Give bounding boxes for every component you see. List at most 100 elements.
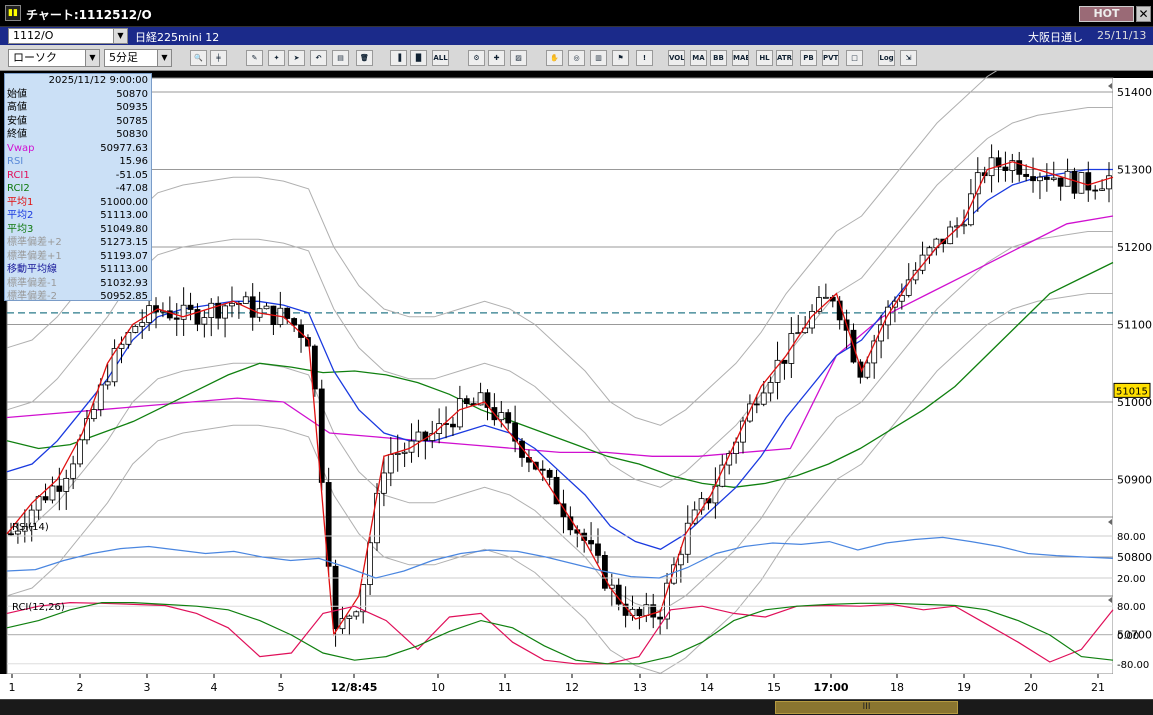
candle-body: [42, 496, 49, 501]
series-ma1-line: [6, 161, 1114, 637]
undo-icon[interactable]: ↶: [310, 50, 327, 66]
pvt-icon[interactable]: PVT: [822, 50, 839, 66]
time-axis-label: 20: [1024, 681, 1038, 694]
export-icon[interactable]: ⇲: [900, 50, 917, 66]
palette-icon[interactable]: ▨: [510, 50, 527, 66]
hand-icon[interactable]: ✋: [546, 50, 563, 66]
search-chart-icon[interactable]: ◎: [568, 50, 585, 66]
trash-icon[interactable]: 🗑: [356, 50, 373, 66]
ohlc-label: 標準偏差-1: [7, 277, 57, 289]
candle-body: [484, 392, 491, 408]
candle-body: [97, 384, 104, 410]
ohlc-value: 50830: [116, 129, 148, 140]
band-upper-1: [6, 107, 1113, 488]
candle-body: [367, 542, 373, 585]
flag-icon[interactable]: ⚑: [612, 50, 629, 66]
candle-body: [1016, 160, 1023, 175]
notes-icon[interactable]: ▤: [332, 50, 349, 66]
square-icon[interactable]: □: [846, 50, 863, 66]
chart-type-select[interactable]: ローソク ▼: [8, 49, 100, 67]
ohlc-value: 50870: [116, 88, 148, 100]
candle-body: [512, 422, 519, 442]
series-rci2-line: [6, 601, 1114, 665]
bb-icon[interactable]: BB: [710, 50, 727, 66]
candle-body: [781, 359, 788, 364]
zoom-icon[interactable]: 🔍: [190, 50, 207, 66]
candle-body: [1092, 189, 1099, 192]
ohlc-label: 標準偏差+2: [7, 237, 62, 248]
candle-body: [56, 485, 63, 492]
close-button[interactable]: ✕: [1136, 6, 1151, 22]
candle-body: [166, 310, 173, 319]
vol-icon[interactable]: VOL: [668, 50, 685, 66]
time-scrollbar[interactable]: III: [0, 699, 1153, 715]
time-axis-label: 11: [498, 681, 512, 694]
atr-icon[interactable]: ATR: [776, 50, 793, 66]
symbol-code-select[interactable]: 1112/O ▼: [8, 28, 128, 44]
interval-select[interactable]: 5分足 ▼: [104, 49, 172, 67]
app-chart-icon: ▮▮: [5, 5, 21, 21]
scroll-thumb[interactable]: III: [775, 701, 958, 714]
ohlc-value: 50952.85: [100, 291, 148, 302]
ohlc-value: 51049.80: [100, 223, 148, 235]
wrench-icon[interactable]: ✚: [488, 50, 505, 66]
time-axis-label: 3: [144, 681, 151, 694]
chart-area[interactable]: 51400 51300 51200 51100 51000 50900 50800 50700…: [0, 71, 1153, 699]
ohlc-label: 標準偏差-2: [7, 291, 57, 302]
time-axis-label: 17:00: [813, 681, 848, 694]
candle-body: [229, 302, 235, 307]
candle-body: [1030, 176, 1036, 182]
candle-body: [8, 533, 14, 536]
hl-icon[interactable]: HL: [756, 50, 773, 66]
candle-body: [816, 297, 822, 312]
crosshair-icon[interactable]: ╪: [210, 50, 227, 66]
mae-icon[interactable]: MAE: [732, 50, 749, 66]
candle-body: [311, 345, 318, 390]
cursor-icon[interactable]: ➤: [288, 50, 305, 66]
band-lower-1: [6, 231, 1113, 612]
rsi-tick-label: 20.00: [1117, 574, 1146, 585]
candle-body: [1106, 175, 1112, 190]
candle-body: [650, 604, 657, 618]
disabled-icon[interactable]: !: [636, 50, 653, 66]
ohlc-label: RCI2: [7, 183, 30, 194]
ohlc-label: RCI1: [7, 169, 30, 181]
tools-icon[interactable]: ⚙: [468, 50, 485, 66]
candle-body: [305, 337, 311, 347]
log-icon[interactable]: Log: [878, 50, 895, 66]
candle-body: [988, 157, 995, 177]
candle-body: [49, 485, 56, 501]
price-tick-label: 50700: [1117, 629, 1152, 642]
candle-body: [415, 431, 422, 442]
date-label: 25/11/13: [1097, 29, 1147, 42]
chevron-down-icon[interactable]: ▼: [157, 50, 171, 66]
ohlc-row: 始値 50870: [5, 88, 151, 102]
candle-pair-icon[interactable]: ▐▌: [410, 50, 427, 66]
ohlc-value: 50935: [116, 102, 148, 113]
bars-icon[interactable]: ▥: [590, 50, 607, 66]
candle-icon[interactable]: ▐: [390, 50, 407, 66]
candle-body: [456, 398, 463, 428]
title-bar: ▮▮ チャート:1112512/O HOT ✕: [0, 0, 1153, 27]
chevron-down-icon[interactable]: ▼: [85, 50, 99, 66]
price-tick-label: 51400: [1117, 86, 1152, 99]
candle-body: [360, 584, 367, 613]
candle-body: [180, 304, 187, 320]
ma-icon[interactable]: MA: [690, 50, 707, 66]
candle-body: [767, 382, 774, 394]
hot-button[interactable]: HOT: [1079, 6, 1134, 22]
candle-body: [332, 565, 339, 630]
time-axis-label: 14: [700, 681, 714, 694]
all-icon[interactable]: ALL: [432, 50, 449, 66]
ohlc-row: RCI2 -47.08: [5, 182, 151, 196]
candle-body: [208, 302, 215, 318]
candle-body: [961, 224, 967, 227]
pb-icon[interactable]: PB: [800, 50, 817, 66]
ohlc-row: Vwap 50977.63: [5, 142, 151, 156]
magic-icon[interactable]: ✦: [268, 50, 285, 66]
chevron-down-icon[interactable]: ▼: [113, 29, 127, 43]
pen-icon[interactable]: ✎: [246, 50, 263, 66]
candle-body: [747, 403, 753, 422]
candle-body: [139, 322, 146, 327]
ohlc-value: -47.08: [115, 183, 148, 194]
